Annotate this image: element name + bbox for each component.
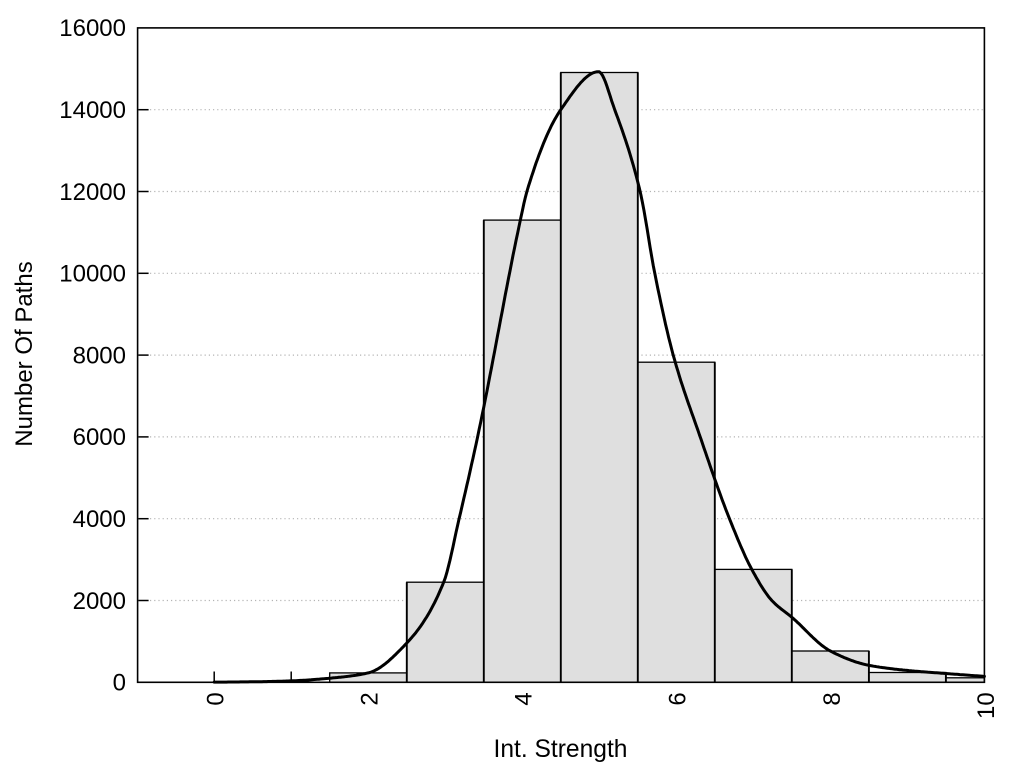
svg-text:2000: 2000 [73,588,126,615]
svg-text:0: 0 [203,692,230,705]
svg-text:4: 4 [511,692,538,705]
svg-text:10000: 10000 [59,261,126,288]
svg-text:4000: 4000 [73,506,126,533]
svg-text:14000: 14000 [59,97,126,124]
svg-text:0: 0 [113,670,126,697]
svg-text:Number Of Paths: Number Of Paths [11,261,38,446]
svg-text:Int. Strength: Int. Strength [494,736,628,763]
svg-text:2: 2 [357,692,384,705]
svg-text:10: 10 [973,692,1000,719]
svg-text:6: 6 [665,692,692,705]
svg-text:12000: 12000 [59,179,126,206]
svg-text:8000: 8000 [73,342,126,369]
svg-text:6000: 6000 [73,424,126,451]
svg-text:8: 8 [819,692,846,705]
svg-text:16000: 16000 [59,15,126,42]
